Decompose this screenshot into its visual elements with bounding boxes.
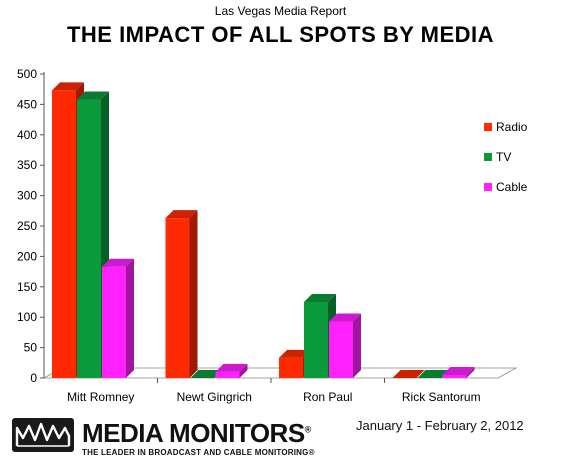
- x-category-label: Rick Santorum: [402, 390, 481, 404]
- bar-radio-mitt-romney: [52, 90, 76, 378]
- bar-radio-newt-gingrich-side: [189, 210, 198, 378]
- media-monitors-logo-icon: [12, 418, 74, 452]
- legend-swatch-cable: [484, 183, 492, 191]
- bar-tv-mitt-romney: [77, 99, 101, 378]
- y-tick-label: 200: [17, 249, 37, 263]
- chart-title: THE IMPACT OF ALL SPOTS BY MEDIA: [66, 22, 495, 47]
- brand-footer: MEDIA MONITORS® THE LEADER IN BROADCAST …: [12, 418, 315, 466]
- bar-cable-newt-gingrich-top: [215, 363, 248, 372]
- y-tick-label: 0: [30, 371, 37, 385]
- brand-name: MEDIA MONITORS®: [82, 418, 311, 448]
- bar-cable-mitt-romney-top: [102, 258, 134, 267]
- bar-cable-ron-paul-side: [353, 313, 361, 378]
- y-tick-label: 250: [17, 219, 37, 233]
- x-category-label: Newt Gingrich: [177, 390, 252, 404]
- y-tick-label: 150: [17, 280, 37, 294]
- bar-radio-newt-gingrich: [165, 218, 190, 378]
- bar-radio-rick-santorum-top: [392, 370, 425, 378]
- bar-cable-ron-paul-top: [329, 313, 361, 322]
- bar-cable-rick-santorum-side: [466, 366, 475, 378]
- bar-tv-rick-santorum-top: [417, 370, 450, 378]
- bar-radio-ron-paul: [279, 357, 303, 378]
- bar-cable-newt-gingrich-side: [239, 363, 248, 378]
- bar-tv-ron-paul: [304, 302, 328, 378]
- y-tick-label: 400: [17, 128, 37, 142]
- bar-tv-newt-gingrich-top: [190, 370, 223, 378]
- y-tick-label: 500: [17, 67, 37, 81]
- bar-cable-mitt-romney-side: [126, 258, 134, 378]
- bar-cable-rick-santorum: [442, 374, 467, 378]
- legend-label-tv: TV: [496, 150, 511, 164]
- bar-radio-newt-gingrich-top: [165, 210, 198, 219]
- date-range: January 1 - February 2, 2012: [356, 418, 524, 433]
- bar-cable-mitt-romney: [102, 266, 126, 378]
- bar-cable-ron-paul: [329, 321, 353, 378]
- brand-tagline: THE LEADER IN BROADCAST AND CABLE MONITO…: [82, 448, 315, 457]
- bar-tv-mitt-romney-top: [77, 91, 109, 100]
- x-category-label: Ron Paul: [303, 390, 352, 404]
- legend-label-radio: Radio: [496, 120, 528, 134]
- y-tick-label: 350: [17, 158, 37, 172]
- x-category-label: Mitt Romney: [67, 390, 134, 404]
- bar-cable-newt-gingrich: [215, 371, 240, 378]
- bar-tv-ron-paul-top: [304, 294, 336, 302]
- chart-plot: 0 50 100 150 200 250 300 350 400 450 500 Mitt Romne…: [17, 67, 528, 404]
- legend-swatch-tv: [484, 153, 492, 161]
- y-tick-label: 100: [17, 310, 37, 324]
- bar-radio-mitt-romney-top: [52, 82, 84, 91]
- legend-swatch-radio: [484, 123, 492, 131]
- bar-cable-rick-santorum-top: [442, 366, 475, 375]
- y-tick-label: 300: [17, 189, 37, 203]
- chart-subtitle: Las Vegas Media Report: [214, 4, 347, 18]
- bar-radio-ron-paul-top: [279, 349, 311, 358]
- y-tick-label: 450: [17, 97, 37, 111]
- y-tick-label: 50: [24, 341, 38, 355]
- legend-label-cable: Cable: [496, 180, 528, 194]
